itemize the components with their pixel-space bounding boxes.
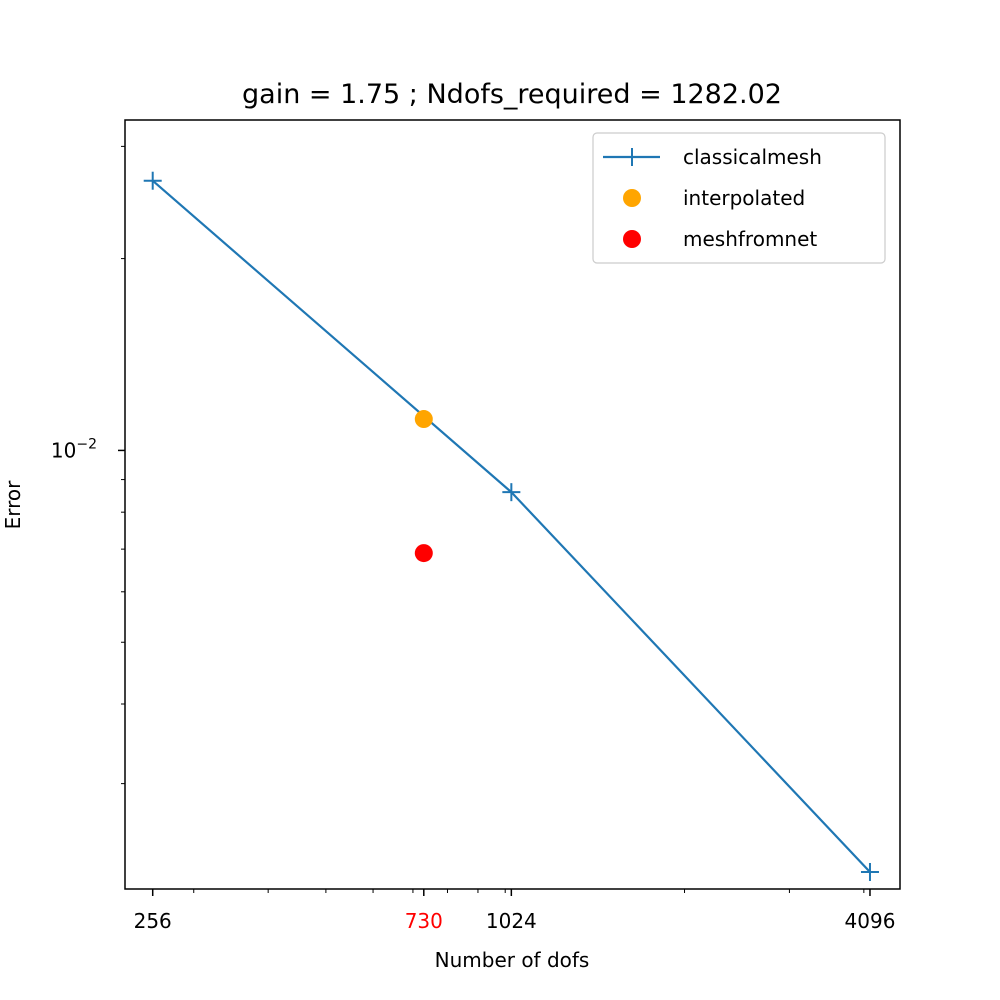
y-axis-label: Error — [1, 480, 25, 530]
data-point-classicalmesh-1 — [502, 483, 521, 502]
legend-box — [592, 132, 886, 264]
chart-title: gain = 1.75 ; Ndofs_required = 1282.02 — [242, 79, 782, 110]
legend-swatch-meshfromnet — [623, 230, 641, 248]
y-tick-label-0: 10−2 — [51, 436, 97, 462]
legend-label-interpolated: interpolated — [683, 186, 805, 210]
legend-swatch-interpolated — [623, 189, 641, 207]
x-tick-label-1: 730 — [405, 909, 443, 933]
axis-ticks: 256 730 1024 4096 10−2 — [51, 145, 896, 933]
data-point-classicalmesh-0 — [143, 171, 162, 190]
x-tick-label-0: 256 — [134, 909, 172, 933]
plot-area — [143, 171, 879, 881]
x-tick-label-3: 4096 — [845, 909, 896, 933]
legend-item-meshfromnet: meshfromnet — [623, 227, 817, 251]
x-axis-label: Number of dofs — [435, 948, 590, 972]
axes-frame — [124, 119, 901, 890]
legend-item-classicalmesh: classicalmesh — [603, 145, 822, 169]
data-point-classicalmesh-2 — [860, 862, 879, 881]
data-point-interpolated-0 — [414, 410, 433, 429]
legend-label-meshfromnet: meshfromnet — [683, 227, 817, 251]
data-point-meshfromnet-0 — [414, 544, 433, 563]
legend-item-interpolated: interpolated — [623, 186, 805, 210]
legend-label-classicalmesh: classicalmesh — [683, 145, 822, 169]
x-tick-label-2: 1024 — [486, 909, 537, 933]
series-line-classicalmesh — [151, 179, 871, 873]
legend: classicalmesh interpolated meshfromnet — [592, 132, 886, 264]
